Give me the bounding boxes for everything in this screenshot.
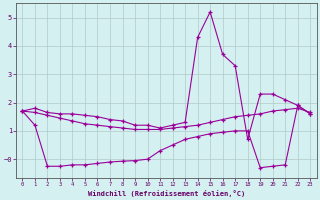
X-axis label: Windchill (Refroidissement éolien,°C): Windchill (Refroidissement éolien,°C) <box>88 190 245 197</box>
